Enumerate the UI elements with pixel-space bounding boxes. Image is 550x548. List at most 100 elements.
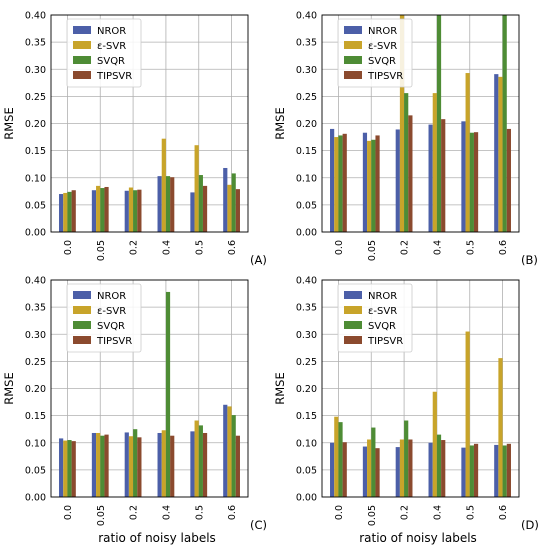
bar (202, 185, 208, 232)
bar (502, 15, 507, 232)
bar (124, 432, 129, 497)
bar (137, 437, 142, 497)
bar (465, 331, 470, 497)
bar (96, 432, 101, 497)
bar (404, 420, 409, 497)
legend: NROR ε-SVR SVQR TIPSVR (66, 283, 142, 353)
legend-label: ε-SVR (368, 306, 397, 317)
legend-swatch (344, 291, 362, 299)
y-tick-label: 0.30 (25, 330, 46, 341)
bar (137, 189, 142, 232)
x-tick-label: 0.05 (96, 505, 107, 526)
bar (133, 429, 138, 497)
bar (399, 439, 405, 497)
bar (441, 119, 446, 232)
bar (432, 391, 437, 497)
bar (334, 137, 339, 232)
y-tick-label: 0.00 (296, 493, 317, 504)
bar (338, 135, 343, 232)
x-tick-label: 0.05 (367, 505, 378, 526)
bar (395, 129, 400, 232)
bar (473, 443, 479, 497)
bar (91, 190, 97, 232)
legend-box (66, 283, 142, 353)
bar (428, 442, 433, 497)
bar (227, 406, 232, 497)
chart-panel-3: 0.00 0.05 0.10 0.15 0.20 0.25 0.30 0.35 0.40 0.0 0… (2, 276, 267, 533)
bar (469, 132, 474, 232)
legend-swatch (344, 26, 362, 34)
y-tick-label: 0.40 (25, 11, 46, 22)
y-tick-label: 0.00 (25, 493, 46, 504)
chart-panel-2: 0.00 0.05 0.10 0.15 0.20 0.25 0.30 0.35 0.40 0.0 0… (273, 11, 538, 268)
y-tick-label: 0.00 (25, 228, 46, 239)
legend-swatch (344, 306, 362, 314)
bar (165, 176, 171, 232)
bar (375, 448, 380, 497)
panel-label: (B) (521, 253, 538, 267)
y-tick-label: 0.35 (296, 38, 317, 49)
y-tick-label: 0.05 (296, 465, 317, 476)
bar (362, 132, 368, 232)
bar (170, 435, 175, 497)
bar (371, 139, 376, 232)
y-tick-label: 0.10 (296, 438, 317, 449)
legend: NROR ε-SVR SVQR TIPSVR (337, 283, 413, 353)
x-tick-label: 0.2 (129, 505, 140, 520)
bar (235, 435, 240, 497)
legend-swatch (73, 291, 91, 299)
y-axis-label: RMSE (2, 372, 16, 404)
bar (338, 422, 343, 497)
bar (334, 416, 339, 497)
y-tick-label: 0.20 (25, 384, 46, 395)
bar (223, 167, 228, 232)
plot-frame (321, 279, 520, 498)
x-tick-label: 0.5 (465, 240, 476, 255)
legend-label: TIPSVR (367, 71, 403, 82)
bar (128, 436, 134, 497)
x-tick-label: 0.0 (63, 505, 74, 520)
bar (465, 73, 470, 232)
bar (157, 432, 162, 497)
bar (502, 445, 507, 497)
bar (63, 192, 68, 232)
legend-label: NROR (97, 291, 126, 302)
bar (330, 128, 335, 232)
legend-swatch (73, 306, 91, 314)
y-axis-label: RMSE (273, 372, 287, 404)
bar (399, 15, 405, 232)
legend-swatch (344, 41, 362, 49)
bar (194, 420, 199, 497)
bar (330, 442, 335, 497)
y-tick-label: 0.15 (25, 411, 46, 422)
bar (436, 15, 442, 232)
y-tick-label: 0.35 (25, 38, 46, 49)
legend-swatch (344, 336, 362, 344)
legend-label: SVQR (97, 321, 125, 332)
y-tick-label: 0.20 (296, 119, 317, 130)
bar (161, 430, 166, 497)
x-tick-label: 0.0 (63, 240, 74, 255)
legend-label: NROR (368, 291, 397, 302)
legend-swatch (73, 321, 91, 329)
y-tick-label: 0.15 (296, 146, 317, 157)
bar (194, 145, 199, 232)
chart-panel-4: 0.00 0.05 0.10 0.15 0.20 0.25 0.30 0.35 0.40 0.0 0… (273, 276, 539, 533)
bar (469, 445, 474, 497)
plot-frame (50, 14, 249, 233)
bar (128, 187, 134, 232)
bar (157, 176, 162, 232)
x-tick-label: 0.2 (400, 505, 411, 520)
chart-panel-1: 0.00 0.05 0.10 0.15 0.20 0.25 0.30 0.35 0.40 0.0 0… (2, 11, 267, 268)
x-tick-label: 0.05 (96, 240, 107, 261)
legend-label: TIPSVR (367, 336, 403, 347)
legend-swatch (73, 71, 91, 79)
y-tick-label: 0.35 (25, 303, 46, 314)
x-tick-label: 0.0 (334, 505, 345, 520)
legend-label: NROR (368, 26, 397, 37)
y-tick-label: 0.25 (25, 357, 46, 368)
bar (362, 446, 368, 497)
bar (342, 133, 347, 232)
bar (371, 427, 376, 497)
